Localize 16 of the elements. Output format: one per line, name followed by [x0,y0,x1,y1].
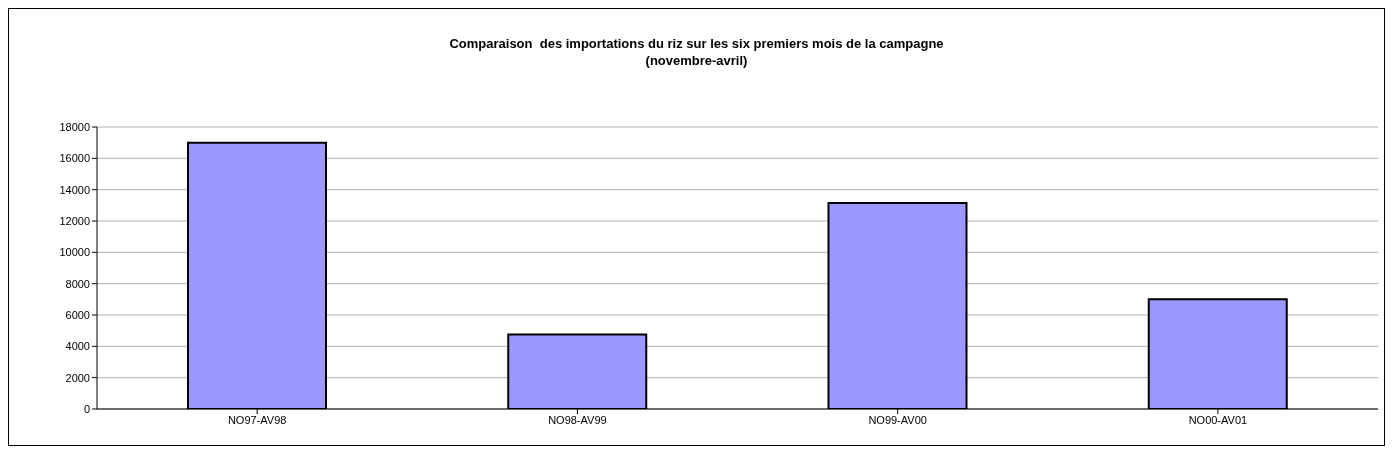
x-tick-label: NO98-AV99 [548,413,607,426]
y-tick-label: 6000 [65,308,90,321]
y-tick-label: 14000 [59,183,90,196]
chart-subtitle: (novembre-avril) [644,52,749,69]
x-tick-label: NO99-AV00 [868,413,927,426]
y-tick-label: 0 [83,402,90,415]
y-tick-label: 12000 [59,214,90,227]
x-tick-label: NO00-AV01 [1188,413,1248,426]
y-tick-label: 10000 [59,246,90,259]
y-tick-label: 8000 [65,277,90,290]
x-tick-label: NO97-AV98 [227,413,287,426]
y-tick-label: 2000 [65,371,90,384]
chart-title: Comparaison des importations du riz sur les six premiers mois de la campagne [448,35,945,52]
y-tick-label: 16000 [59,152,90,165]
y-tick-label: 4000 [65,340,90,353]
y-tick-label: 18000 [59,120,90,133]
